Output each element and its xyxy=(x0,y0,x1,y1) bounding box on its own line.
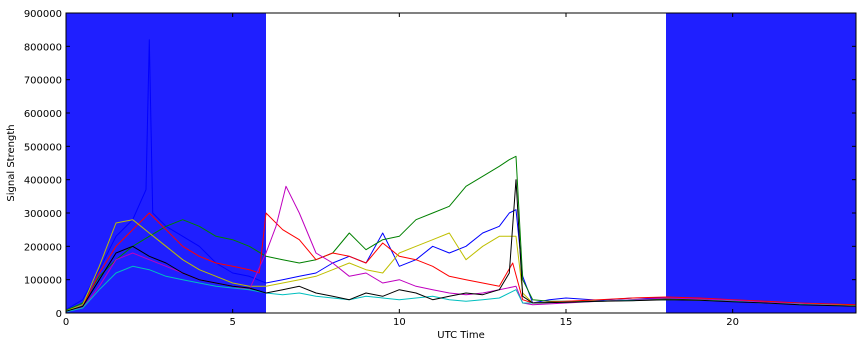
y-tick-label: 0 xyxy=(56,309,62,320)
series-lines xyxy=(66,39,856,313)
x-tick-label: 15 xyxy=(560,317,573,328)
x-tick-label: 10 xyxy=(393,317,406,328)
y-tick-label: 200000 xyxy=(24,242,62,253)
x-tick-label: 0 xyxy=(63,317,69,328)
plot-frame xyxy=(65,12,857,314)
series-line-6 xyxy=(66,179,856,312)
shaded-region-1 xyxy=(666,13,856,313)
y-tick-label: 600000 xyxy=(24,109,62,120)
shaded-region-0 xyxy=(66,13,266,313)
series-line-0 xyxy=(66,39,856,311)
x-axis-label: UTC Time xyxy=(437,330,484,341)
y-tick-label: 800000 xyxy=(24,42,62,53)
shaded-regions xyxy=(66,13,856,313)
x-axis-ticks: 0 5 10 15 20 xyxy=(63,13,739,328)
y-axis-ticks: 0 100000 200000 300000 400000 500000 600000 700… xyxy=(24,9,856,320)
y-tick-label: 100000 xyxy=(24,276,62,287)
x-tick-label: 20 xyxy=(726,317,739,328)
y-tick-label: 900000 xyxy=(24,9,62,20)
x-tick-label: 5 xyxy=(229,317,235,328)
y-tick-label: 700000 xyxy=(24,76,62,87)
y-tick-label: 400000 xyxy=(24,176,62,187)
series-line-2 xyxy=(66,212,856,312)
y-tick-label: 300000 xyxy=(24,209,62,220)
y-axis-label: Signal Strength xyxy=(6,124,17,201)
y-tick-label: 500000 xyxy=(24,142,62,153)
